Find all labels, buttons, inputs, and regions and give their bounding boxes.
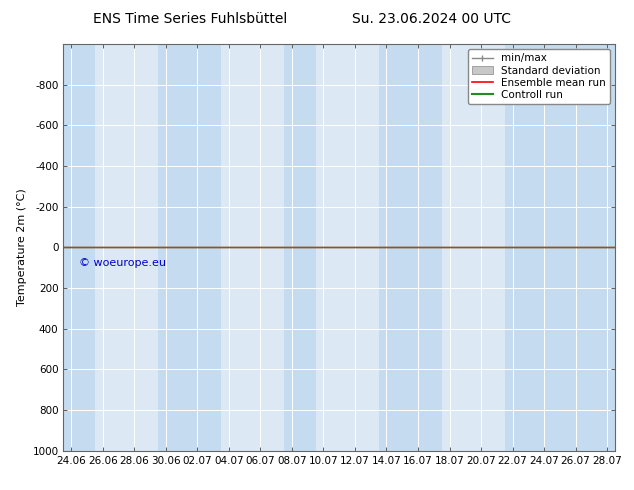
Bar [158, 44, 221, 451]
Text: ENS Time Series Fuhlsbüttel: ENS Time Series Fuhlsbüttel [93, 12, 287, 26]
Text: Su. 23.06.2024 00 UTC: Su. 23.06.2024 00 UTC [352, 12, 510, 26]
Bar [63, 44, 95, 451]
Y-axis label: Temperature 2m (°C): Temperature 2m (°C) [17, 189, 27, 306]
Text: © woeurope.eu: © woeurope.eu [79, 258, 166, 268]
Bar [505, 44, 615, 451]
Bar [378, 44, 442, 451]
Legend: min/max, Standard deviation, Ensemble mean run, Controll run: min/max, Standard deviation, Ensemble me… [467, 49, 610, 104]
Bar [284, 44, 316, 451]
